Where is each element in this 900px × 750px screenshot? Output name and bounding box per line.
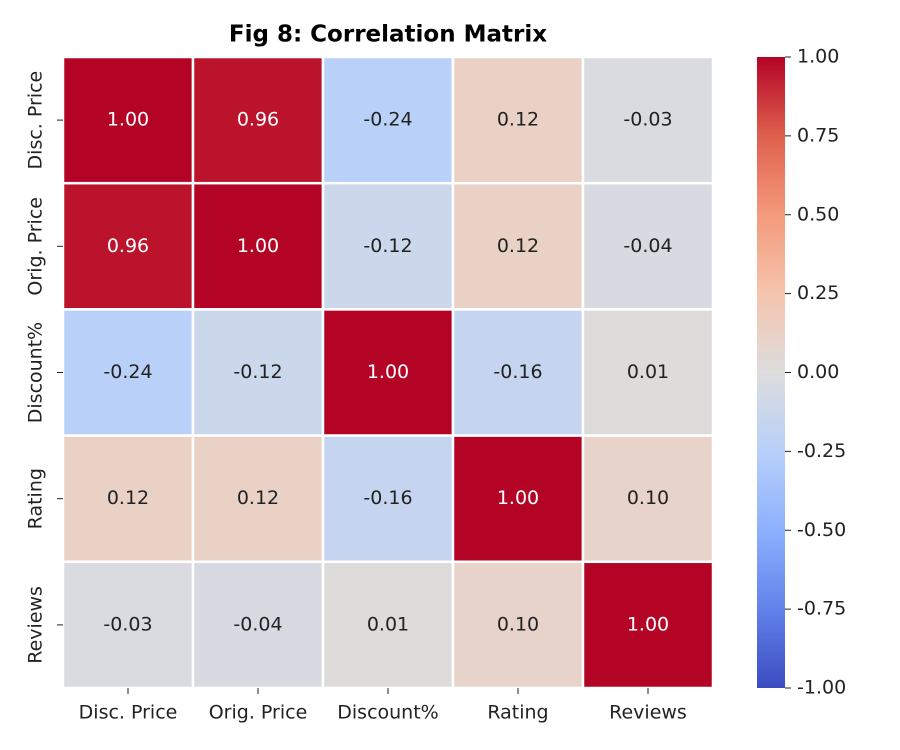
cell-label: 0.96 (237, 109, 279, 131)
cell-label: 1.00 (627, 613, 669, 635)
cell-label: 0.10 (497, 613, 539, 635)
cell-label: -0.04 (233, 613, 282, 635)
heatmap-cell (581, 560, 715, 690)
cell-label: -0.24 (103, 361, 152, 383)
heatmap-cell (61, 55, 195, 185)
heatmap-cell (321, 181, 455, 311)
heatmap-cell (581, 181, 715, 311)
heatmap-cell (581, 434, 715, 564)
x-tick-label: Reviews (609, 702, 687, 724)
colorbar-tick-label: -0.25 (797, 440, 846, 462)
cell-label: 0.12 (237, 487, 279, 509)
heatmap-cell (321, 55, 455, 185)
y-tick-label: Orig. Price (25, 197, 47, 296)
cell-label: -0.03 (103, 613, 152, 635)
y-tick-label: Rating (25, 468, 47, 529)
y-tick-label: Disc. Price (25, 71, 47, 170)
heatmap-cell (451, 434, 585, 564)
cell-label: 0.01 (367, 613, 409, 635)
heatmap-cell (191, 308, 325, 437)
heatmap-cell (321, 434, 455, 564)
x-tick-label: Rating (487, 702, 548, 724)
y-tick-label: Reviews (25, 586, 47, 664)
colorbar (757, 57, 785, 688)
colorbar-tick-label: -0.75 (797, 598, 846, 620)
cell-label: -0.16 (363, 487, 412, 509)
cell-label: -0.12 (233, 361, 282, 383)
cell-label: 0.12 (497, 109, 539, 131)
cell-label: -0.04 (623, 235, 672, 257)
cell-label: -0.16 (493, 361, 542, 383)
cell-label: 0.01 (627, 361, 669, 383)
colorbar-tick-label: 0.00 (797, 361, 839, 383)
cell-label: 0.12 (497, 235, 539, 257)
cell-label: 0.96 (107, 235, 149, 257)
cell-label: -0.03 (623, 109, 672, 131)
cell-label: 1.00 (107, 109, 149, 131)
heatmap-cell (451, 308, 585, 437)
heatmap-cell (191, 55, 325, 185)
cell-label: 1.00 (367, 361, 409, 383)
cell-label: 1.00 (237, 235, 279, 257)
heatmap-cell (191, 560, 325, 690)
y-tick-label: Discount% (25, 322, 47, 423)
chart-title: Fig 8: Correlation Matrix (229, 22, 547, 48)
cell-label: 1.00 (497, 487, 539, 509)
colorbar-tick-label: 0.50 (797, 203, 839, 225)
colorbar-tick-label: 1.00 (797, 46, 839, 68)
colorbar-tick-label: 0.75 (797, 124, 839, 146)
heatmap-cell (321, 560, 455, 690)
cell-label: 0.12 (107, 487, 149, 509)
heatmap-cell (61, 560, 195, 690)
colorbar-tick-label: -1.00 (797, 677, 846, 699)
x-tick-label: Disc. Price (79, 702, 178, 724)
x-tick-label: Discount% (337, 702, 438, 724)
x-tick-label: Orig. Price (209, 702, 308, 724)
cell-label: -0.24 (363, 109, 412, 131)
cell-label: -0.12 (363, 235, 412, 257)
colorbar-tick-label: 0.25 (797, 282, 839, 304)
heatmap-cell (191, 434, 325, 564)
colorbar-tick-label: -0.50 (797, 519, 846, 541)
cell-label: 0.10 (627, 487, 669, 509)
